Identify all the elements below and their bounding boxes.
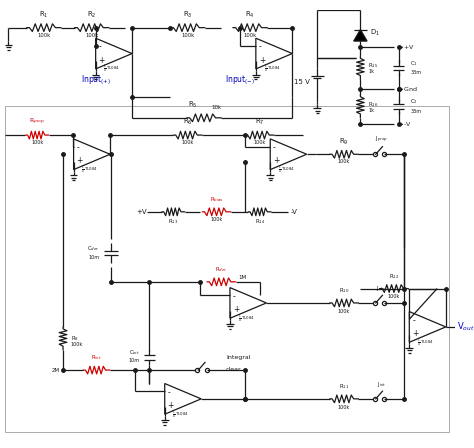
Text: 100k: 100k [182, 140, 194, 145]
Text: $\frac{1}{4}$ TL084: $\frac{1}{4}$ TL084 [417, 337, 434, 349]
Text: R$_{11}$: R$_{11}$ [339, 382, 349, 391]
Text: 33m: 33m [410, 70, 421, 75]
Text: R$_{prop}$: R$_{prop}$ [29, 117, 45, 127]
Text: 100k: 100k [338, 309, 350, 314]
Text: 10m: 10m [88, 255, 100, 260]
Text: 10m: 10m [128, 358, 140, 363]
Text: 15 V: 15 V [294, 79, 310, 85]
Text: $\frac{1}{4}$ TL084: $\frac{1}{4}$ TL084 [264, 64, 281, 75]
Text: R$_1$: R$_1$ [39, 10, 49, 20]
Text: $\frac{1}{4}$ TL084: $\frac{1}{4}$ TL084 [173, 409, 190, 421]
Text: C$_{int}$: C$_{int}$ [129, 349, 140, 357]
Text: R$_{15}$: R$_{15}$ [368, 61, 378, 70]
Text: $\frac{1}{4}$ TL084: $\frac{1}{4}$ TL084 [82, 165, 99, 176]
Text: C$_1$: C$_1$ [410, 59, 418, 68]
Text: R$_9$: R$_9$ [339, 136, 349, 146]
Text: J$_{int}$: J$_{int}$ [377, 380, 386, 389]
Text: J$_{der}$: J$_{der}$ [376, 284, 387, 293]
Text: R$_7$: R$_7$ [255, 117, 264, 127]
Text: R$_{14}$: R$_{14}$ [255, 218, 265, 227]
Text: 100k: 100k [181, 34, 194, 39]
Text: 1k: 1k [368, 108, 374, 112]
Text: +V: +V [136, 209, 146, 215]
Text: 100k: 100k [244, 34, 257, 39]
Text: +: + [273, 156, 280, 165]
Text: R$_5$: R$_5$ [188, 100, 197, 110]
Text: 100k: 100k [37, 34, 51, 39]
Text: +: + [233, 305, 239, 314]
Text: -: - [412, 316, 415, 325]
Text: $\frac{1}{4}$ TL084: $\frac{1}{4}$ TL084 [278, 165, 295, 176]
Text: C$_2$: C$_2$ [410, 97, 418, 106]
Text: 10k: 10k [212, 105, 222, 110]
Text: -: - [76, 143, 79, 152]
Text: -: - [259, 43, 262, 52]
Text: 100k: 100k [254, 140, 266, 145]
Text: R$_{13}$: R$_{13}$ [168, 218, 178, 227]
Text: R$_{bias}$: R$_{bias}$ [210, 195, 223, 204]
Text: 1k: 1k [368, 69, 374, 74]
Text: 100k: 100k [31, 140, 43, 145]
Text: -: - [168, 388, 170, 396]
Text: 100k: 100k [85, 34, 99, 39]
Text: $\frac{1}{4}$ TL084: $\frac{1}{4}$ TL084 [237, 314, 255, 325]
Text: -: - [273, 143, 276, 152]
Text: R$_4$: R$_4$ [245, 10, 255, 20]
Text: -V: -V [291, 209, 297, 215]
Text: R$_8$: R$_8$ [71, 334, 79, 343]
Text: R$_{12}$: R$_{12}$ [389, 272, 399, 281]
Text: R$_{16}$: R$_{16}$ [368, 100, 379, 109]
Text: +: + [412, 329, 419, 338]
Text: R$_{int}$: R$_{int}$ [91, 353, 102, 362]
Text: R$_3$: R$_3$ [183, 10, 192, 20]
Text: -: - [99, 43, 101, 52]
Text: J$_{prop}$: J$_{prop}$ [375, 134, 388, 145]
Text: +: + [259, 56, 265, 65]
Text: R$_{10}$: R$_{10}$ [339, 286, 349, 295]
Text: +: + [76, 156, 83, 165]
Text: Input$_{(+)}$: Input$_{(+)}$ [81, 73, 110, 86]
Text: 100k: 100k [338, 159, 350, 164]
Text: clear: clear [226, 367, 242, 372]
Text: R$_{der}$: R$_{der}$ [215, 265, 228, 274]
Text: $\rightarrow$+V: $\rightarrow$+V [396, 43, 415, 51]
Text: R$_6$: R$_6$ [183, 117, 192, 127]
Text: Integral: Integral [226, 356, 251, 361]
Text: +: + [99, 56, 105, 65]
Text: 100k: 100k [388, 294, 400, 299]
Text: 100k: 100k [71, 342, 83, 347]
Text: 2M: 2M [52, 368, 60, 373]
Text: -: - [233, 292, 236, 301]
Text: $\frac{1}{4}$ TL084: $\frac{1}{4}$ TL084 [103, 64, 120, 75]
Text: V$_{out}$: V$_{out}$ [457, 321, 474, 333]
Text: +: + [168, 401, 174, 410]
Text: R$_2$: R$_2$ [87, 10, 97, 20]
Text: D$_1$: D$_1$ [370, 28, 380, 38]
Text: $\rightarrow$Gnd: $\rightarrow$Gnd [396, 85, 418, 93]
Text: 100k: 100k [210, 217, 223, 222]
Text: C$_{der}$: C$_{der}$ [87, 244, 100, 253]
Polygon shape [354, 30, 367, 41]
Text: $\rightarrow$-V: $\rightarrow$-V [396, 120, 412, 128]
Text: 100k: 100k [338, 405, 350, 409]
Text: 33m: 33m [410, 108, 421, 114]
Text: Input$_{(-)}$: Input$_{(-)}$ [225, 73, 255, 86]
Text: 1M: 1M [238, 275, 246, 280]
